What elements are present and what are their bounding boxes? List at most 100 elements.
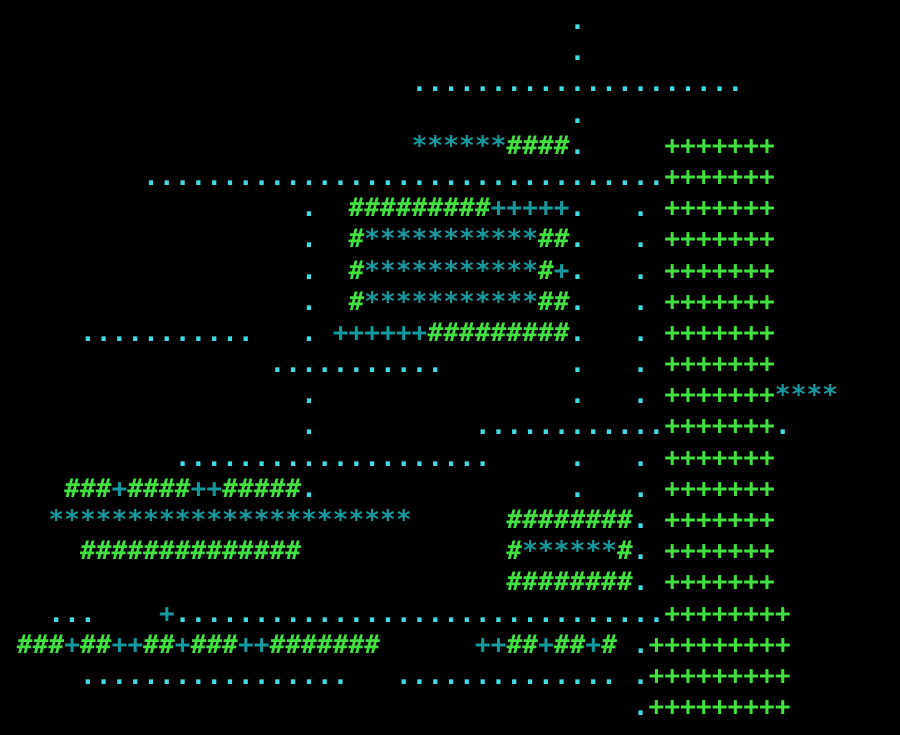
glyph-run-green: ## — [79, 629, 112, 660]
glyph-run-green: +++++++ — [664, 161, 775, 192]
glyph-run-teal: *********** — [364, 286, 538, 317]
glyph-run-cyan: . — [569, 193, 586, 224]
glyph-run-green: # — [348, 286, 365, 317]
glyph-run-cyan: . — [569, 349, 586, 380]
glyph-run-green: ############## — [79, 536, 302, 567]
glyph-run-cyan: . — [632, 224, 649, 255]
glyph-run-teal: ****** — [522, 536, 617, 567]
terminal-row: . . . +++++++**** — [1, 380, 900, 411]
glyph-run-cyan: ................................. — [143, 161, 665, 192]
glyph-run-cyan: ........... — [269, 349, 444, 380]
glyph-run-green: #### — [127, 473, 191, 504]
glyph-run-green: ## — [143, 629, 175, 660]
glyph-run-cyan: . — [632, 660, 649, 691]
glyph-run-teal: *********************** — [48, 505, 412, 535]
glyph-run-green: +++++++ — [664, 255, 775, 286]
glyph-run-green: +++++++ — [664, 349, 775, 380]
glyph-run-green: +++++++ — [664, 411, 775, 442]
terminal-row: ..................... — [1, 68, 900, 99]
glyph-run-teal: + — [585, 629, 602, 660]
glyph-run-teal: ****** — [411, 130, 507, 161]
glyph-run-green: # — [348, 224, 365, 255]
glyph-run-cyan: . — [632, 692, 649, 723]
glyph-run-cyan: . — [632, 317, 649, 348]
glyph-run-green: ## — [506, 629, 539, 660]
glyph-run-teal: ++ — [474, 629, 507, 660]
glyph-run-green: ######### — [427, 317, 570, 348]
glyph-run-cyan: .............. — [395, 660, 617, 691]
glyph-run-cyan: . — [301, 193, 317, 224]
terminal-row: ........... . . +++++++ — [1, 349, 900, 380]
glyph-run-green: +++++++++ — [648, 629, 791, 660]
glyph-run-cyan: . — [569, 130, 586, 161]
terminal-row: ############## #******#. +++++++ — [1, 536, 900, 567]
glyph-run-teal: +++++ — [490, 193, 570, 224]
glyph-run-cyan: . — [632, 255, 649, 286]
glyph-run-green: # — [348, 255, 365, 286]
glyph-run-teal: *********** — [364, 255, 538, 286]
glyph-run-green: ######### — [348, 193, 491, 224]
glyph-run-green: +++++++ — [664, 473, 775, 504]
glyph-run-green: ++++++++ — [664, 598, 791, 629]
glyph-run-green: # — [538, 255, 554, 286]
glyph-run-teal: ++ — [190, 473, 223, 504]
glyph-run-green: ### — [64, 473, 112, 504]
glyph-run-green: +++++++ — [664, 286, 775, 317]
glyph-run-green: +++++++ — [664, 193, 775, 224]
glyph-run-teal: + — [174, 629, 191, 660]
glyph-run-cyan: . — [632, 473, 649, 504]
glyph-run-cyan: . — [632, 536, 649, 567]
glyph-run-green: ## — [553, 629, 586, 660]
glyph-run-cyan: . — [569, 37, 586, 68]
glyph-run-cyan: . — [301, 224, 317, 255]
glyph-run-green: +++++++++ — [648, 660, 791, 691]
glyph-run-cyan: . — [569, 99, 586, 130]
glyph-run-cyan: . — [569, 6, 586, 36]
glyph-run-cyan: . — [632, 505, 649, 535]
terminal-row: .................... . . +++++++ — [1, 443, 900, 474]
glyph-run-green: ### — [190, 629, 238, 660]
terminal-row: . #***********##. . +++++++ — [1, 287, 900, 318]
glyph-run-green: +++++++ — [664, 505, 775, 535]
glyph-run-cyan: . — [632, 442, 649, 473]
glyph-run-cyan: . — [301, 473, 317, 504]
terminal-row: . ............+++++++. — [1, 411, 900, 442]
glyph-run-cyan: ................. — [79, 660, 349, 691]
glyph-run-teal: *********** — [364, 224, 538, 255]
glyph-run-cyan: ... — [48, 598, 96, 629]
glyph-run-teal: **** — [774, 380, 839, 411]
glyph-run-teal: ++ — [111, 629, 144, 660]
glyph-run-cyan: . — [774, 411, 791, 442]
glyph-run-green: ####### — [269, 629, 381, 660]
terminal-row: . — [1, 100, 900, 131]
glyph-run-green: +++++++ — [664, 536, 775, 567]
glyph-run-cyan: . — [301, 380, 317, 411]
glyph-run-cyan: . — [301, 317, 317, 348]
glyph-run-cyan: . — [632, 629, 649, 660]
glyph-run-cyan: . — [569, 255, 586, 286]
glyph-run-green: +++++++ — [664, 130, 775, 161]
glyph-run-green: #### — [506, 130, 570, 161]
terminal-row: . — [1, 6, 900, 37]
glyph-run-green: # — [601, 629, 618, 660]
glyph-run-green: +++++++ — [664, 224, 775, 255]
glyph-run-green: ######## — [506, 505, 633, 535]
glyph-run-cyan: . — [301, 255, 317, 286]
terminal-row: . #########+++++. . +++++++ — [1, 193, 900, 224]
glyph-run-cyan: . — [569, 224, 586, 255]
glyph-run-cyan: ..................... — [411, 68, 744, 99]
glyph-run-teal: ++ — [237, 629, 270, 660]
glyph-run-green: +++++++ — [664, 380, 775, 411]
glyph-run-cyan: . — [632, 349, 649, 380]
glyph-run-cyan: . — [569, 380, 586, 411]
glyph-run-green: +++++++ — [664, 317, 775, 348]
glyph-run-cyan: .................... — [174, 442, 491, 473]
glyph-run-green: ##### — [222, 473, 302, 504]
terminal-row: ###+####++#####. . . +++++++ — [1, 474, 900, 505]
terminal-row: . #***********##. . +++++++ — [1, 224, 900, 255]
glyph-run-green: # — [506, 536, 523, 567]
glyph-run-cyan: ............................... — [174, 598, 665, 629]
glyph-run-green: # — [616, 536, 633, 567]
glyph-run-cyan: ........... — [79, 317, 254, 348]
